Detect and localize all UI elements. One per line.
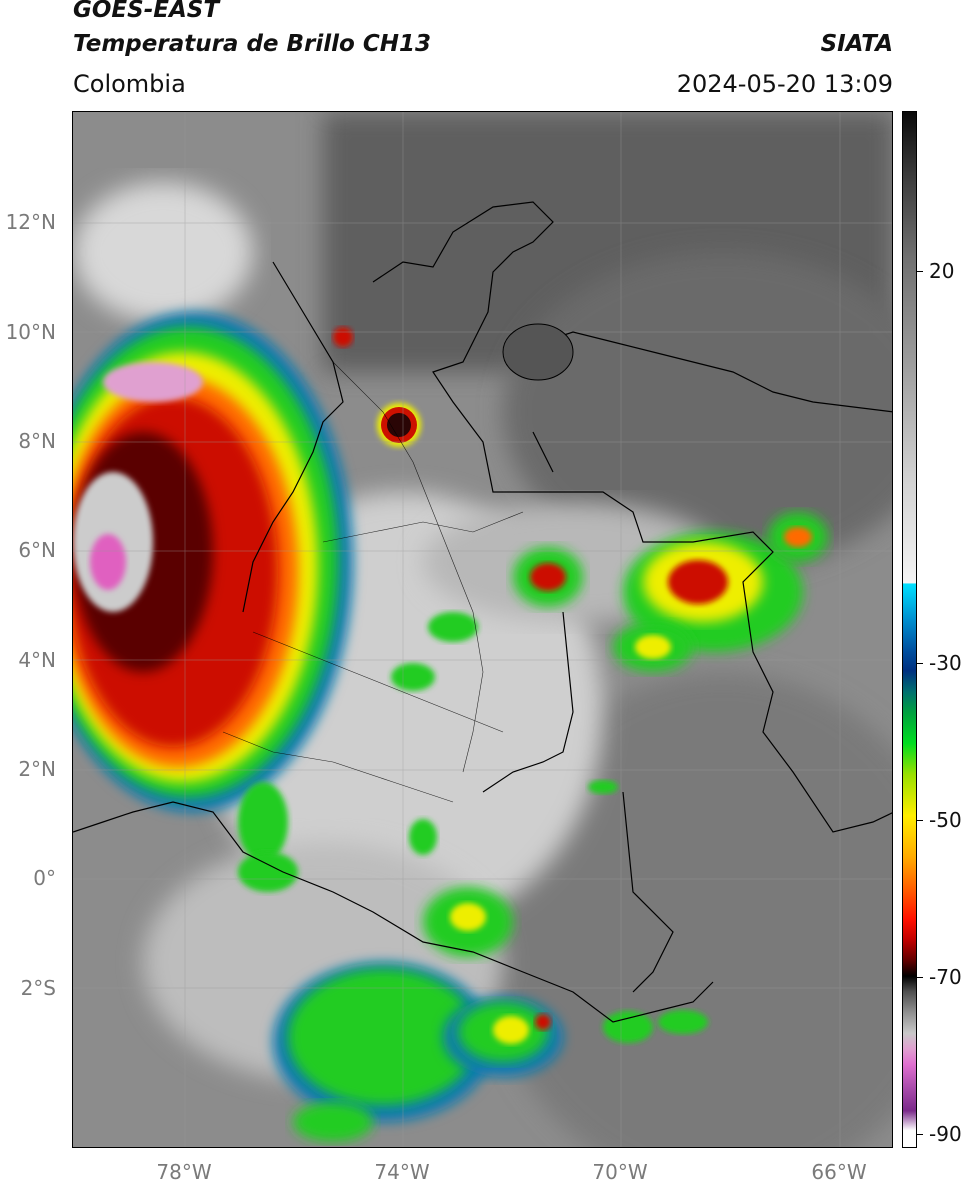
- lon-label: 70°W: [592, 1160, 648, 1184]
- storm-venezuela-east: [768, 512, 828, 562]
- lat-label: 6°N: [18, 538, 56, 562]
- storm-vichada: [613, 622, 693, 672]
- product-title: Temperatura de Brillo CH13: [73, 31, 431, 57]
- storm-arauca: [623, 532, 803, 652]
- colorbar-label: -70: [929, 965, 962, 989]
- cell-1: [391, 663, 435, 691]
- colorbar-tick: [917, 1134, 923, 1135]
- convective-system-amazon: [273, 887, 708, 1142]
- colorbar-label: 20: [929, 259, 955, 283]
- timestamp: 2024-05-20 13:09: [676, 70, 893, 98]
- lat-label: 10°N: [5, 320, 56, 344]
- lat-label: 12°N: [5, 210, 56, 234]
- lat-label: 4°N: [18, 648, 56, 672]
- lon-label: 78°W: [156, 1160, 212, 1184]
- caribbean-light: [73, 182, 253, 322]
- graticule: [73, 112, 892, 1147]
- colorbar-tick: [917, 271, 923, 272]
- storm-cordoba: [333, 327, 353, 347]
- lat-label: 2°S: [20, 976, 56, 1000]
- cell-2: [428, 612, 478, 642]
- cell-3: [238, 782, 288, 862]
- lat-label: 2°N: [18, 757, 56, 781]
- colorbar-tick: [917, 820, 923, 821]
- convective-system-pacific: [73, 312, 353, 812]
- satellite-map[interactable]: [72, 111, 893, 1148]
- cell-5: [409, 819, 437, 855]
- colorbar: [902, 111, 917, 1148]
- colorbar-label: -30: [929, 651, 962, 675]
- lon-label: 74°W: [374, 1160, 430, 1184]
- colorbar-label: -50: [929, 808, 962, 832]
- satellite-title: GOES-EAST: [73, 0, 220, 23]
- department-borders: [222, 361, 524, 803]
- lat-label: 0°: [33, 866, 56, 890]
- storm-casanare: [513, 547, 583, 607]
- colorbar-tick: [917, 663, 923, 664]
- colorbar-tick: [917, 977, 923, 978]
- colorbar-label: -90: [929, 1122, 962, 1146]
- agency-label: SIATA: [820, 31, 893, 57]
- cell-4: [238, 852, 298, 892]
- lat-label: 8°N: [18, 429, 56, 453]
- region-label: Colombia: [73, 70, 186, 98]
- cell-6: [588, 780, 618, 794]
- lon-label: 66°W: [811, 1160, 867, 1184]
- country-borders: [73, 201, 892, 1023]
- storm-magdalena: [377, 403, 421, 447]
- lake-maracaibo: [502, 323, 574, 381]
- map-canvas: [73, 112, 892, 1147]
